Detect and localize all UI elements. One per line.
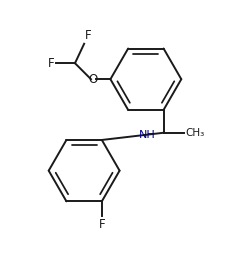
Text: F: F [85,29,92,42]
Text: CH₃: CH₃ [185,128,204,138]
Text: F: F [48,57,54,70]
Text: NH: NH [138,130,155,140]
Text: F: F [98,218,105,231]
Text: O: O [88,73,98,86]
